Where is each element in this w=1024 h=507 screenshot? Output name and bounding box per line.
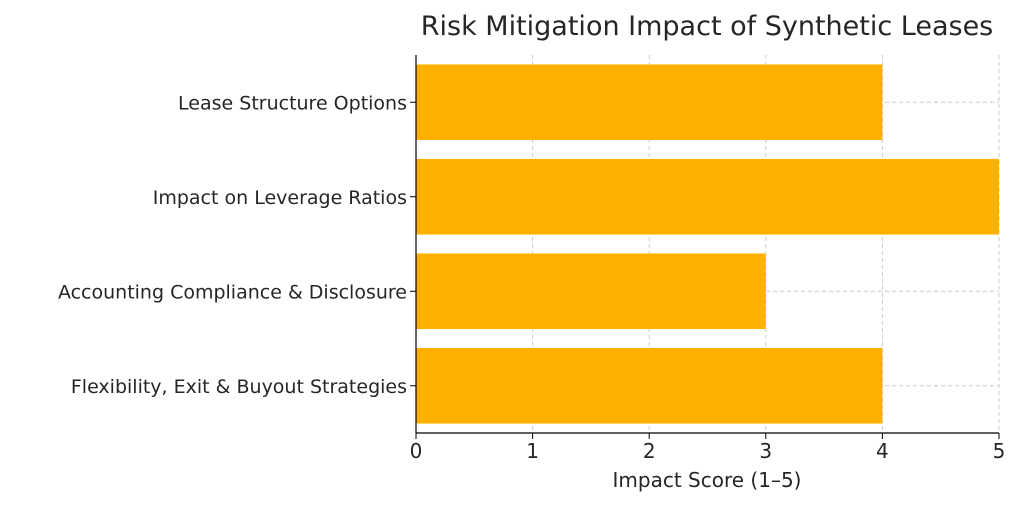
bar <box>416 253 766 330</box>
bar <box>416 347 883 424</box>
x-axis-label: Impact Score (1–5) <box>613 468 802 492</box>
y-tick-label: Lease Structure Options <box>178 92 407 114</box>
axes <box>410 55 1000 439</box>
x-tick-label: 4 <box>876 439 889 463</box>
x-tick-label: 3 <box>759 439 772 463</box>
x-tick-label: 5 <box>993 439 1006 463</box>
y-tick-label: Flexibility, Exit & Buyout Strategies <box>71 376 407 398</box>
y-tick-label: Impact on Leverage Ratios <box>153 187 407 209</box>
bars <box>416 64 999 424</box>
chart-title: Risk Mitigation Impact of Synthetic Leas… <box>421 11 994 42</box>
tick-labels: 0 1 2 3 4 5 Lease Structure Options Impact on L… <box>58 92 1005 463</box>
x-tick-label: 2 <box>643 439 656 463</box>
bar <box>416 64 883 141</box>
x-tick-label: 0 <box>410 439 423 463</box>
y-tick-label: Accounting Compliance & Disclosure <box>58 281 407 303</box>
bar <box>416 158 999 235</box>
x-tick-label: 1 <box>526 439 539 463</box>
